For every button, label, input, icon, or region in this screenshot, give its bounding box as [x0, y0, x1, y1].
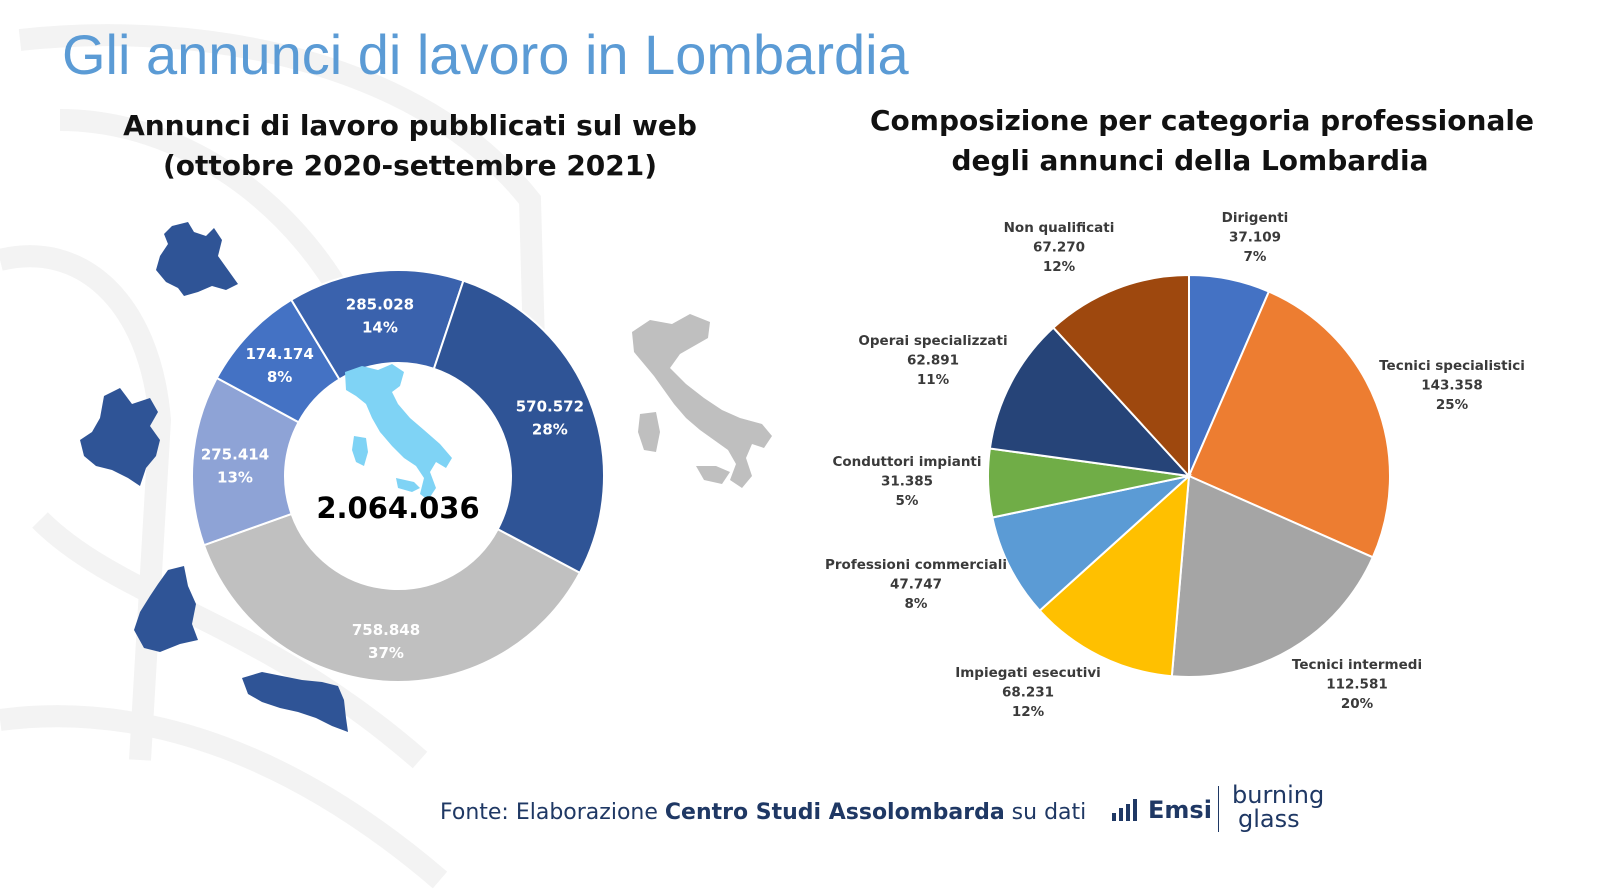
donut-slice-value-0: 758.848 — [352, 621, 420, 639]
pie-slice-name-0: Dirigenti — [1222, 210, 1289, 226]
pie-slice-value-6: 62.891 — [907, 353, 959, 369]
donut-slice-pct-2: 8% — [267, 368, 292, 386]
pie-slice-pct-7: 12% — [1043, 259, 1076, 275]
pie-chart-title: Composizione per categoria professionale… — [870, 101, 1534, 181]
donut-slice-0 — [202, 512, 582, 683]
pie-slice-value-0: 37.109 — [1229, 230, 1281, 246]
pie-slice-pct-5: 5% — [896, 493, 919, 509]
pie-slice-value-3: 68.231 — [1002, 685, 1054, 701]
pie-slice-pct-4: 8% — [905, 596, 928, 612]
emsi-bars-icon — [1112, 799, 1137, 821]
pie-slice-name-1: Tecnici specialistici — [1379, 358, 1525, 374]
donut-slice-4 — [432, 279, 605, 575]
donut-chart-title: Annunci di lavoro pubblicati sul web (ot… — [90, 106, 730, 186]
veneto-map-icon — [80, 388, 160, 486]
pie-title-line-1: Composizione per categoria professionale — [870, 104, 1534, 137]
pie-slice-value-4: 47.747 — [890, 577, 942, 593]
pie-title-line-2: degli annunci della Lombardia — [951, 144, 1429, 177]
pie-chart: Dirigenti 37.109 7% Tecnici specialistici 14… — [825, 210, 1525, 720]
pie-slice-pct-0: 7% — [1244, 249, 1267, 265]
emilia-romagna-map-icon — [242, 672, 348, 732]
lombardia-map-icon — [148, 210, 256, 302]
pie-slice-4 — [991, 474, 1193, 613]
donut-slice-pct-4: 28% — [532, 420, 568, 438]
pie-slice-value-7: 67.270 — [1033, 240, 1085, 256]
source-suffix: su dati — [1004, 800, 1087, 825]
donut-title-line-2: (ottobre 2020-settembre 2021) — [162, 149, 658, 182]
pie-slice-pct-2: 20% — [1341, 696, 1374, 712]
background-watermark — [0, 24, 551, 889]
pie-slice-1 — [1187, 290, 1391, 559]
pie-slice-value-1: 143.358 — [1421, 378, 1483, 394]
piemonte-map-icon — [134, 566, 198, 652]
pie-slice-pct-6: 11% — [917, 372, 950, 388]
donut-slice-pct-3: 14% — [362, 319, 398, 337]
donut-slice-pct-1: 13% — [217, 468, 253, 486]
burning-glass-line-2: glass — [1238, 805, 1300, 833]
pie-slice-name-4: Professioni commerciali — [825, 557, 1007, 573]
pie-slice-3 — [1038, 473, 1191, 678]
donut-center-total: 2.064.036 — [316, 491, 479, 525]
donut-slice-pct-0: 37% — [368, 644, 404, 662]
pie-slice-name-6: Operai specializzati — [858, 333, 1007, 349]
pie-slice-pct-3: 12% — [1012, 704, 1045, 720]
source-prefix: Fonte: Elaborazione — [440, 800, 665, 825]
pie-slice-name-5: Conduttori impianti — [832, 454, 981, 470]
source-organization: Centro Studi Assolombarda — [664, 800, 1005, 825]
pie-slice-name-3: Impiegati esecutivi — [955, 665, 1101, 681]
italy-map-icon — [345, 364, 452, 500]
pie-slice-6 — [988, 326, 1192, 478]
donut-chart: 758.848 37% 275.414 13% 174.174 8% 285.028 14% 5… — [80, 210, 772, 732]
donut-slice-value-2: 174.174 — [245, 345, 313, 363]
donut-slice-value-4: 570.572 — [516, 397, 584, 415]
pie-slice-pct-1: 25% — [1436, 397, 1469, 413]
source-note: Fonte: Elaborazione Centro Studi Assolom… — [440, 800, 1086, 825]
italy-grey-map-icon — [632, 314, 772, 488]
donut-slice-value-3: 285.028 — [346, 296, 414, 314]
page-title: Gli annunci di lavoro in Lombardia — [62, 23, 909, 86]
emsi-logo-text: Emsi — [1148, 796, 1212, 824]
pie-slice-name-7: Non qualificati — [1004, 220, 1115, 236]
donut-slice-value-1: 275.414 — [201, 445, 269, 463]
pie-slice-7 — [1051, 273, 1190, 479]
burning-glass-logo: burning glass — [1232, 783, 1342, 831]
burning-glass-line-1: burning — [1232, 781, 1325, 809]
pie-slice-value-2: 112.581 — [1326, 677, 1388, 693]
emsi-logo: Emsi — [1112, 790, 1212, 830]
logo-separator — [1218, 786, 1219, 832]
pie-slice-value-5: 31.385 — [881, 474, 933, 490]
pie-slice-2 — [1170, 474, 1375, 678]
donut-title-line-1: Annunci di lavoro pubblicati sul web — [123, 109, 697, 142]
pie-slice-name-2: Tecnici intermedi — [1292, 657, 1422, 673]
